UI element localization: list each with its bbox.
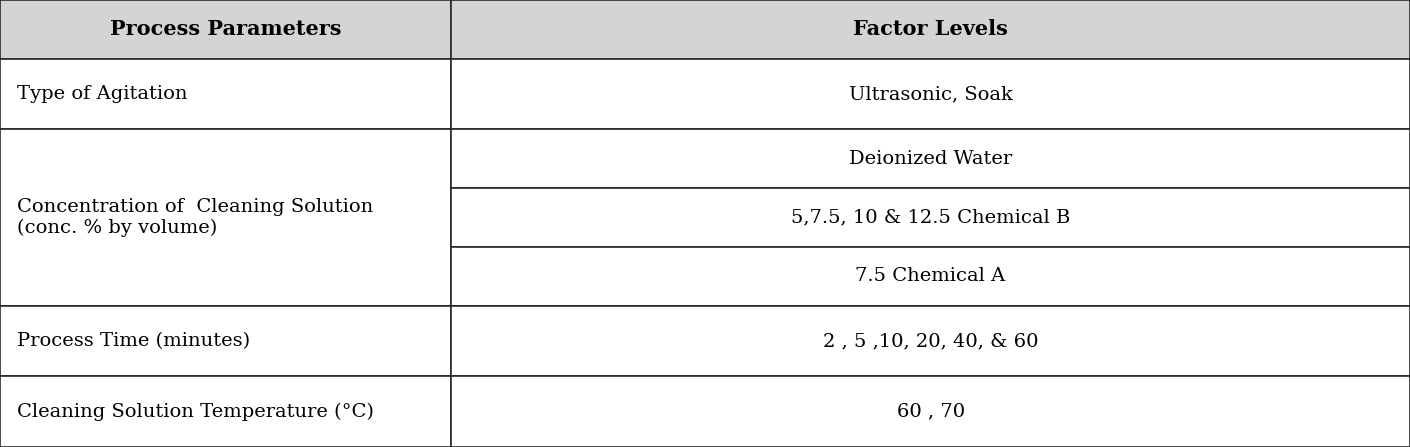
Text: Process Time (minutes): Process Time (minutes) <box>17 332 250 350</box>
Bar <box>451 0 1410 59</box>
Bar <box>451 188 1410 247</box>
Bar <box>0 306 451 376</box>
Bar <box>0 376 451 447</box>
Text: Concentration of  Cleaning Solution
(conc. % by volume): Concentration of Cleaning Solution (conc… <box>17 198 374 237</box>
Bar <box>451 376 1410 447</box>
Bar <box>0 0 451 59</box>
Text: 60 , 70: 60 , 70 <box>897 403 964 421</box>
Text: Ultrasonic, Soak: Ultrasonic, Soak <box>849 85 1012 103</box>
Bar <box>451 247 1410 306</box>
Bar <box>0 59 451 129</box>
Text: Cleaning Solution Temperature (°C): Cleaning Solution Temperature (°C) <box>17 403 374 421</box>
Text: Deionized Water: Deionized Water <box>849 150 1012 168</box>
Bar <box>451 59 1410 129</box>
Text: Process Parameters: Process Parameters <box>110 19 341 39</box>
Bar <box>451 306 1410 376</box>
Text: Type of Agitation: Type of Agitation <box>17 85 188 103</box>
Bar <box>451 129 1410 188</box>
Text: 5,7.5, 10 & 12.5 Chemical B: 5,7.5, 10 & 12.5 Chemical B <box>791 209 1070 227</box>
Text: 7.5 Chemical A: 7.5 Chemical A <box>856 267 1005 286</box>
Text: 2 , 5 ,10, 20, 40, & 60: 2 , 5 ,10, 20, 40, & 60 <box>823 332 1038 350</box>
Text: Factor Levels: Factor Levels <box>853 19 1008 39</box>
Bar <box>0 129 451 306</box>
